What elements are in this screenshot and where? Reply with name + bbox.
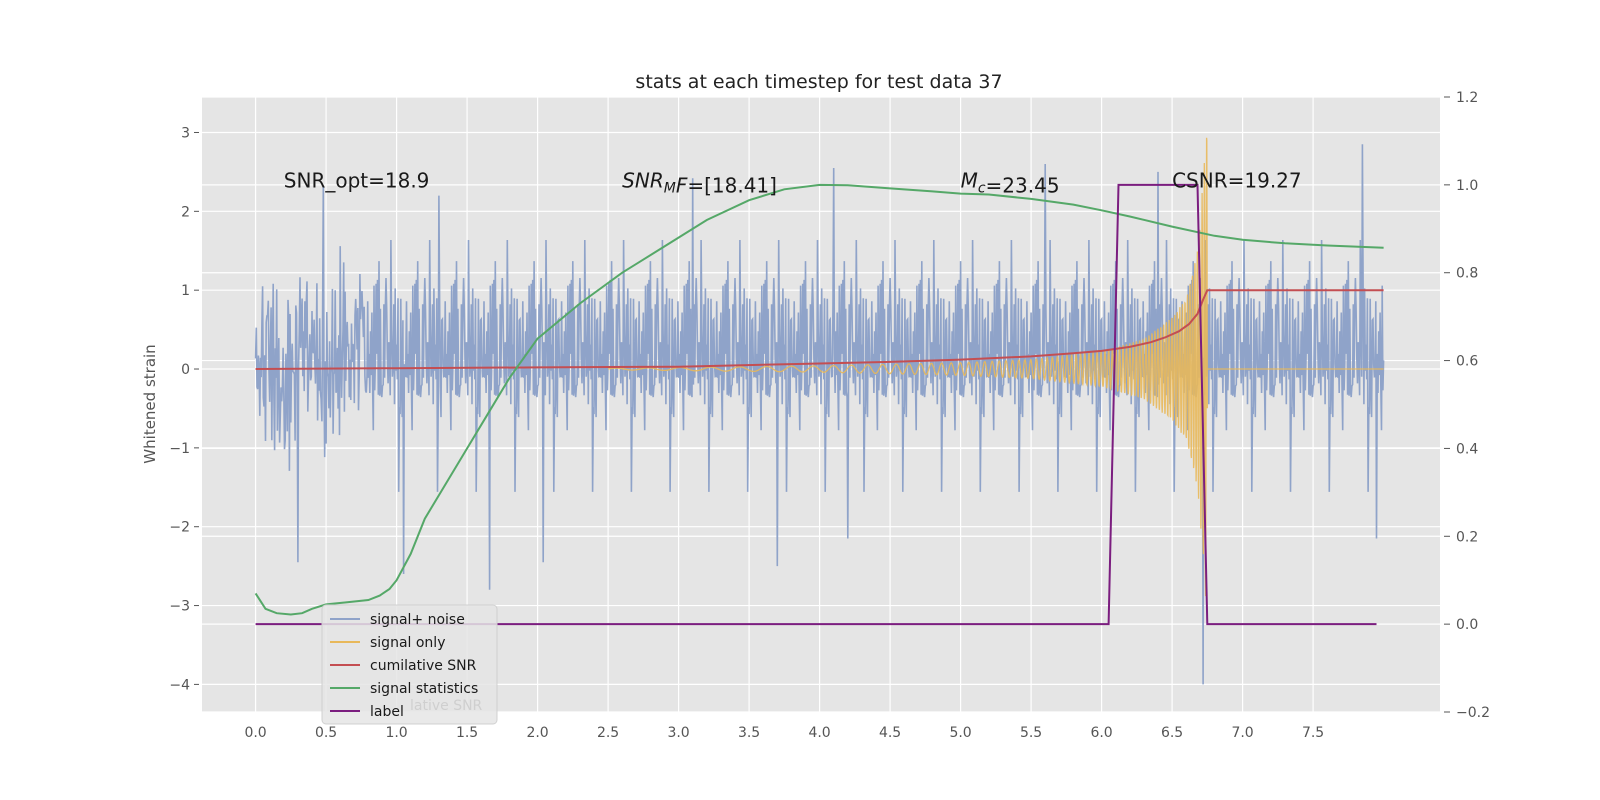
y-tick-label: −4 — [169, 677, 190, 693]
y-axis-right: −0.2 0.0 0.2 0.4 0.6 0.8 1.0 1.2 — [1444, 90, 1490, 721]
y-tick-label: −2 — [169, 520, 190, 536]
series-line-label — [255, 183, 1377, 626]
y-tick-label: 3 — [181, 125, 190, 141]
x-tick-label: 4.5 — [879, 725, 901, 741]
y-tick-label: 2 — [181, 204, 190, 220]
x-tick-label: 3.5 — [738, 725, 760, 741]
x-tick-label: 6.5 — [1161, 725, 1183, 741]
y2-tick-label: 1.2 — [1456, 90, 1478, 106]
chart-title: stats at each timestep for test data 37 — [635, 71, 1002, 93]
x-tick-label: 6.0 — [1090, 725, 1112, 741]
y2-tick-label: 1.0 — [1456, 178, 1478, 194]
annotation-csnr: CSNR=19.27 — [1172, 169, 1302, 193]
x-tick-label: 3.0 — [667, 725, 689, 741]
y2-tick-label: 0.0 — [1456, 617, 1478, 633]
y2-tick-label: 0.8 — [1456, 266, 1478, 282]
y-tick-label: 1 — [181, 283, 190, 299]
legend: lative SNR signal+ noise signal only cumil… — [321, 604, 498, 725]
y-axis-label: Whitened strain — [141, 344, 159, 463]
x-tick-label: 7.0 — [1231, 725, 1253, 741]
series-line-signal-only — [608, 137, 1384, 597]
x-tick-label: 1.5 — [456, 725, 478, 741]
legend-label: signal statistics — [370, 681, 478, 697]
annotation-snr-mf: SNRMF=[18.41] — [622, 169, 777, 198]
annotation-mc: Mc=23.45 — [961, 169, 1060, 198]
x-tick-label: 7.5 — [1302, 725, 1324, 741]
y2-tick-label: −0.2 — [1456, 705, 1490, 721]
legend-label: signal+ noise — [370, 612, 465, 628]
annotation-snr-opt: SNR_opt=18.9 — [284, 169, 430, 193]
y-tick-label: 0 — [181, 362, 190, 378]
legend-label: cumilative SNR — [370, 658, 477, 674]
y2-tick-label: 0.4 — [1456, 441, 1478, 457]
series-line-signal-statistics — [254, 183, 1384, 616]
x-axis: 0.0 0.5 1.0 1.5 2.0 2.5 3.0 3.5 4.0 4.5 5.0 5.5 6.0 6… — [244, 725, 1324, 741]
x-tick-label: 0.0 — [244, 725, 266, 741]
y2-tick-label: 0.6 — [1456, 354, 1478, 370]
series-layer — [254, 137, 1385, 685]
y2-tick-label: 0.2 — [1456, 529, 1478, 545]
x-tick-label: 4.0 — [808, 725, 830, 741]
series-line-cumilative-snr — [255, 289, 1384, 370]
legend-label: signal only — [370, 635, 445, 651]
x-tick-label: 2.5 — [597, 725, 619, 741]
annotations: SNR_opt=18.9 SNRMF=[18.41] Mc=23.45 CSNR=19… — [284, 169, 1302, 198]
legend-overlap-text: lative SNR — [410, 698, 483, 714]
legend-label: label — [370, 704, 404, 720]
x-tick-label: 0.5 — [315, 725, 337, 741]
legend-box — [321, 604, 498, 725]
x-tick-label: 2.0 — [526, 725, 548, 741]
y-tick-label: −1 — [169, 441, 190, 457]
x-tick-label: 5.0 — [949, 725, 971, 741]
y-axis-left: −4 −3 −2 −1 0 1 2 3 — [169, 125, 199, 693]
x-tick-label: 5.5 — [1020, 725, 1042, 741]
x-tick-label: 1.0 — [385, 725, 407, 741]
y-tick-label: −3 — [169, 599, 190, 615]
